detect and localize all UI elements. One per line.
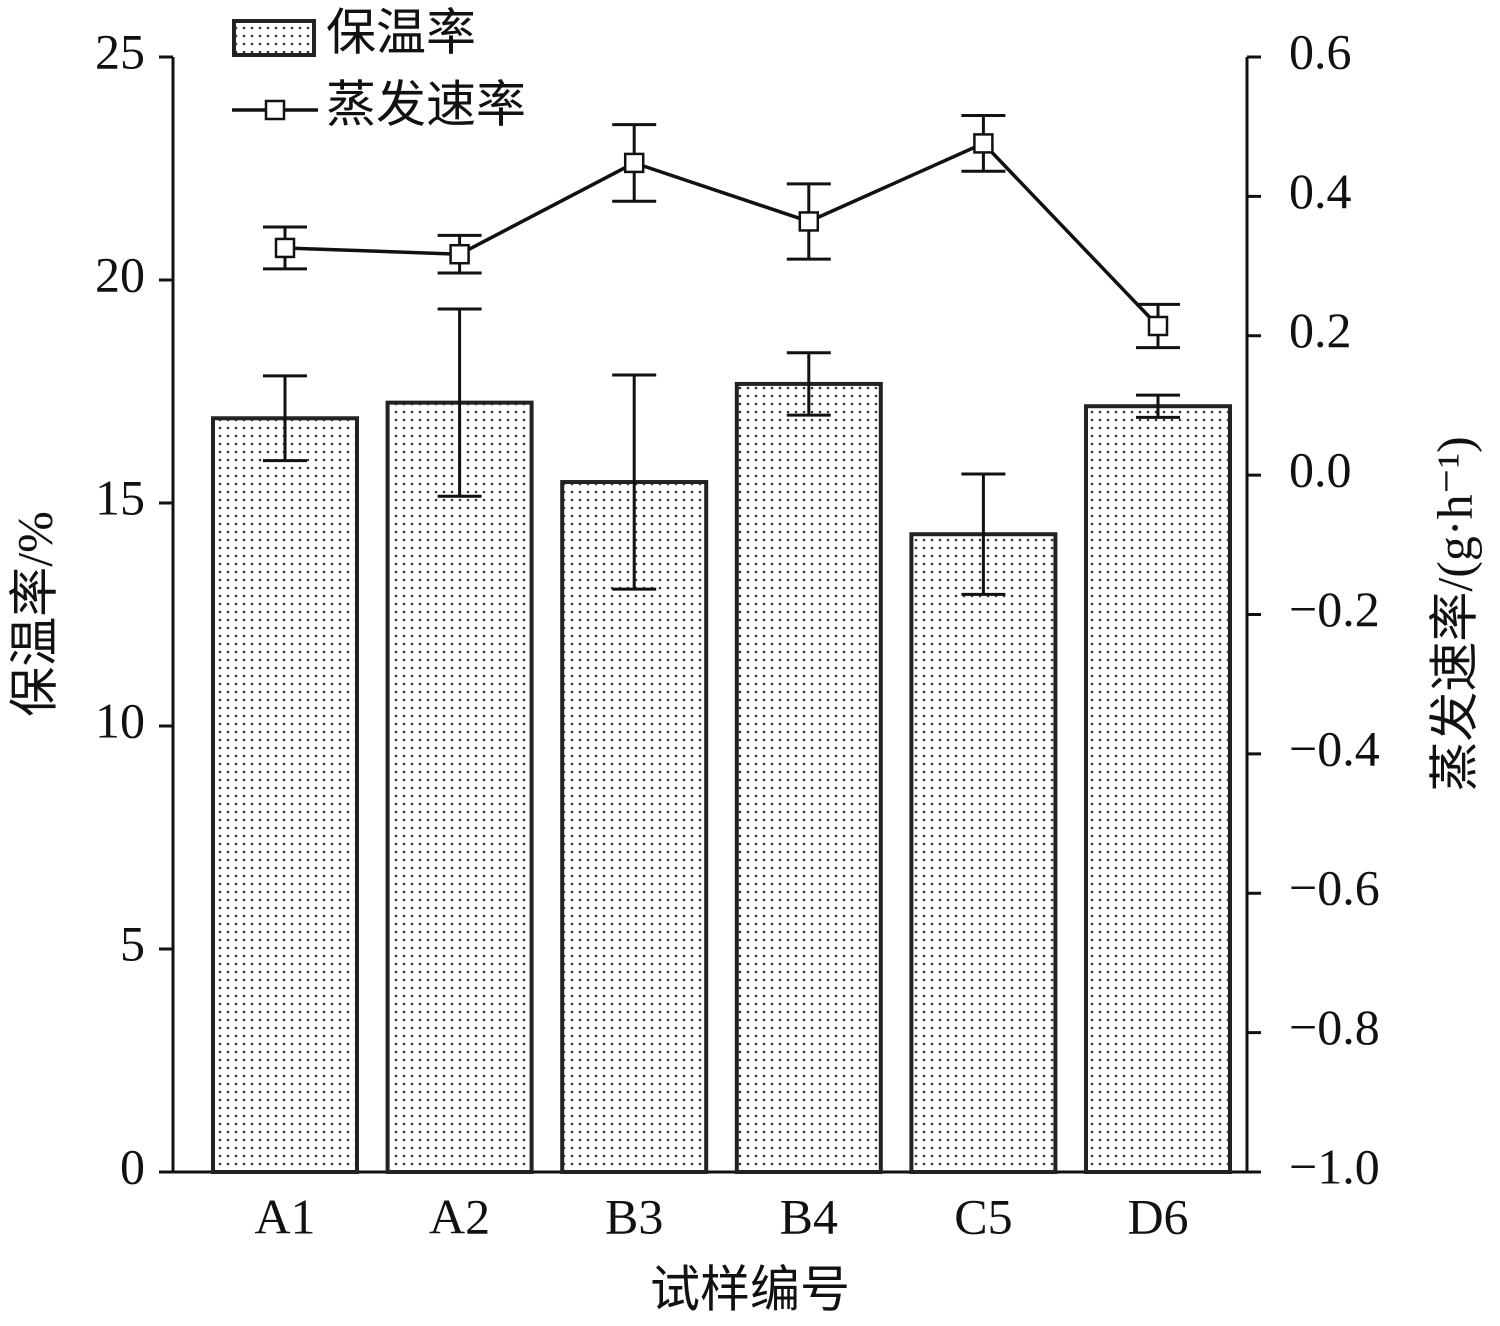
y2-axis-label: 蒸发速率/(g·h⁻¹) [1426, 436, 1482, 791]
bar [385, 400, 534, 1174]
error-bar [786, 351, 831, 417]
legend-label: 蒸发速率 [326, 76, 526, 132]
x-tick-label: B3 [605, 1188, 663, 1244]
y2-tick-label: 0.6 [1289, 23, 1352, 79]
legend-label: 保温率 [326, 4, 476, 60]
y-tick-label: 0 [120, 1138, 145, 1194]
y-tick-label: 15 [95, 469, 145, 525]
y2-tick-label: −0.8 [1289, 999, 1380, 1055]
y2-tick-label: −1.0 [1289, 1138, 1380, 1194]
marker [1147, 315, 1169, 337]
x-axis-label: 试样编号 [650, 1261, 850, 1317]
y-tick-label: 5 [120, 915, 145, 971]
bar [560, 480, 709, 1174]
bar [909, 532, 1058, 1174]
y2-tick-label: 0.4 [1289, 163, 1352, 219]
error-bar [263, 374, 307, 463]
legend-swatch [232, 19, 316, 57]
x-tick-label: D6 [1127, 1188, 1188, 1244]
x-tick-label: A2 [429, 1188, 490, 1244]
error-bar [1136, 393, 1180, 419]
y2-tick-label: 0.0 [1289, 442, 1352, 498]
x-tick-label: C5 [954, 1188, 1012, 1244]
y2-tick-label: −0.4 [1289, 720, 1380, 776]
y2-tick-label: −0.2 [1289, 581, 1380, 637]
x-tick-label: B4 [780, 1188, 838, 1244]
error-bar [437, 307, 482, 498]
legend-marker [264, 99, 286, 121]
error-bar [961, 472, 1006, 596]
error-bar [612, 373, 657, 591]
y2-tick-label: −0.6 [1289, 860, 1380, 916]
marker [274, 237, 296, 259]
bar [734, 381, 883, 1174]
bar [211, 416, 359, 1174]
y-tick-label: 10 [95, 692, 145, 748]
marker [449, 243, 470, 265]
bar [1084, 404, 1232, 1174]
marker [973, 133, 994, 154]
line [284, 141, 1160, 328]
y-axis-label: 保温率/% [6, 511, 62, 717]
y-tick-label: 20 [95, 246, 145, 302]
marker [798, 211, 820, 232]
marker [623, 152, 645, 174]
x-tick-label: A1 [254, 1188, 315, 1244]
y-tick-label: 25 [95, 23, 145, 79]
y2-tick-label: 0.2 [1289, 302, 1352, 358]
